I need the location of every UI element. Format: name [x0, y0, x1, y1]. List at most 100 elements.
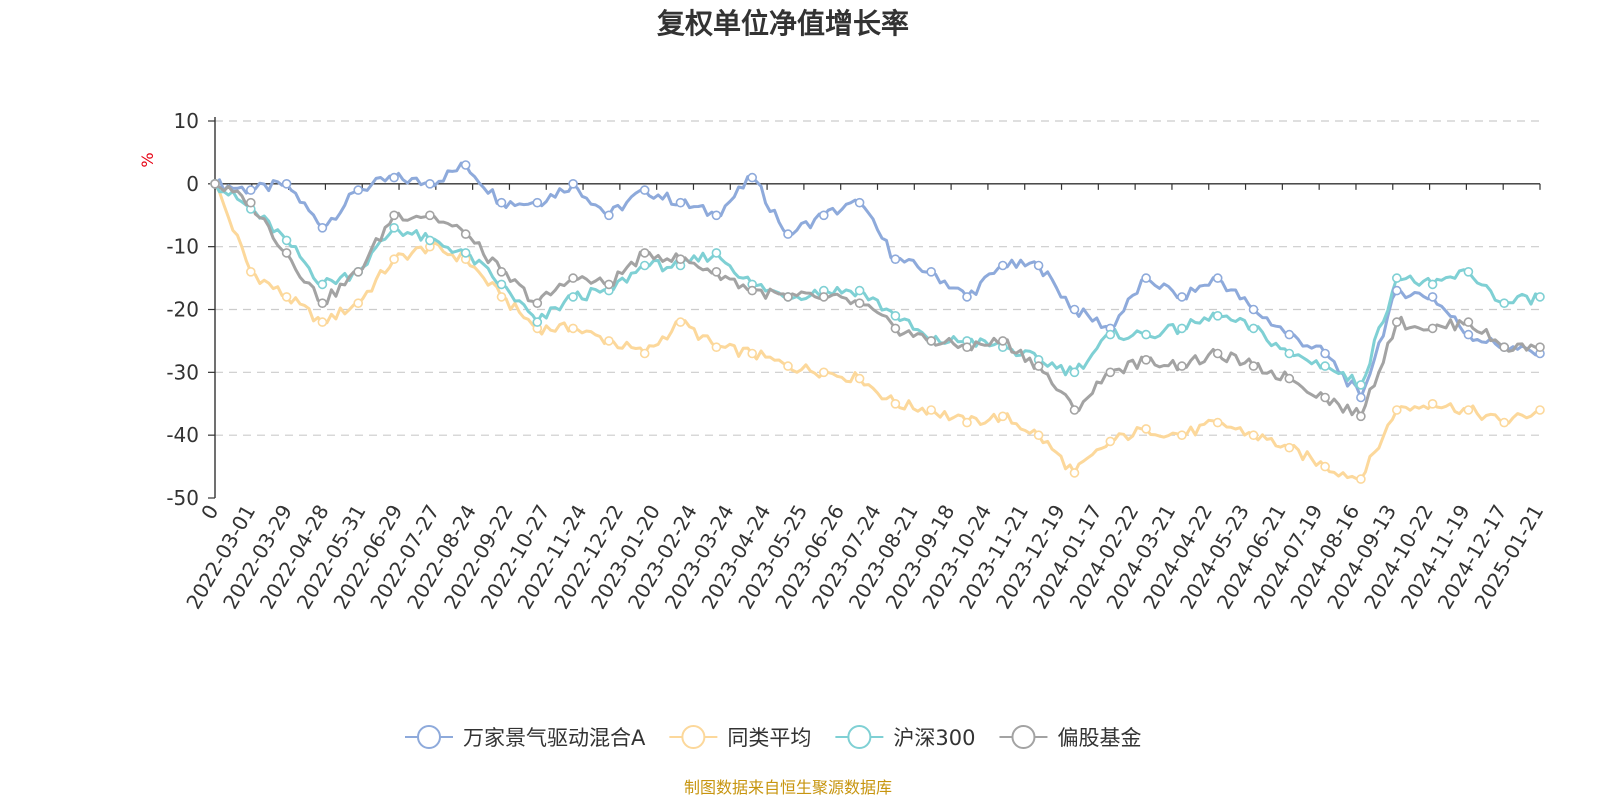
data-point — [496, 266, 507, 277]
data-point — [246, 197, 256, 208]
data-point — [1356, 380, 1366, 390]
data-point — [890, 254, 901, 265]
data-point — [604, 279, 614, 290]
data-point — [1320, 392, 1330, 403]
data-point — [890, 398, 901, 409]
data-point — [818, 292, 829, 302]
data-point — [1069, 304, 1080, 315]
data-point — [1177, 323, 1187, 334]
legend-marker-icon — [847, 725, 872, 749]
data-point — [1284, 348, 1295, 359]
data-point — [926, 336, 937, 346]
data-point — [568, 323, 578, 334]
data-point — [783, 361, 793, 371]
data-point — [1463, 266, 1474, 277]
data-point — [1499, 417, 1509, 428]
data-point — [783, 292, 793, 302]
data-point — [639, 348, 650, 359]
data-point — [1212, 273, 1223, 283]
data-point — [568, 292, 578, 302]
data-point — [1427, 398, 1438, 409]
data-point — [1320, 361, 1330, 371]
data-point — [1248, 430, 1259, 441]
data-point — [1069, 367, 1080, 378]
legend-label: 同类平均 — [727, 726, 811, 750]
data-point — [1535, 342, 1545, 353]
data-point — [1033, 430, 1044, 441]
legend-label: 万家景气驱动混合A — [463, 726, 646, 750]
data-point — [962, 417, 972, 428]
data-point — [1033, 361, 1044, 371]
axes: 100-10-20-30-40-5002022-03-012022-03-292… — [166, 109, 1548, 613]
data-point — [353, 298, 364, 309]
legend-item[interactable]: 同类平均 — [669, 725, 811, 750]
data-point — [281, 235, 292, 246]
data-point — [711, 342, 722, 353]
data-point — [1212, 310, 1223, 321]
data-point — [747, 172, 758, 183]
data-point — [818, 367, 829, 378]
data-point — [890, 310, 901, 321]
series-line — [214, 161, 1541, 399]
data-point — [926, 266, 937, 277]
legend-item[interactable]: 沪深300 — [835, 725, 975, 750]
data-point — [1105, 436, 1116, 447]
data-point — [532, 317, 543, 327]
data-point — [818, 210, 829, 221]
data-point — [1105, 329, 1116, 340]
data-point — [496, 292, 507, 302]
y-tick-label: -30 — [166, 360, 199, 384]
chart-title: 复权单位净值增长率 — [657, 7, 909, 40]
data-point — [962, 342, 972, 353]
data-point — [783, 229, 793, 239]
data-point — [496, 279, 507, 290]
data-point — [604, 210, 614, 221]
data-point — [711, 210, 722, 221]
data-point — [1356, 474, 1366, 484]
grid — [215, 120, 1540, 436]
data-point — [389, 172, 399, 183]
data-point — [317, 279, 328, 290]
data-point — [711, 266, 722, 277]
series-lines — [213, 161, 1541, 481]
data-point — [1141, 329, 1151, 340]
data-point — [1177, 361, 1187, 371]
data-point — [1284, 373, 1295, 384]
data-point — [1463, 329, 1474, 340]
legend-marker-icon — [1011, 725, 1036, 749]
data-point — [711, 248, 722, 258]
data-point — [425, 210, 435, 221]
data-point — [1392, 405, 1402, 415]
data-point — [1105, 367, 1116, 378]
data-point — [1320, 348, 1330, 359]
data-point — [604, 336, 614, 346]
data-point — [854, 197, 865, 208]
data-point — [1535, 292, 1545, 302]
data-point — [1499, 342, 1509, 353]
data-point — [389, 210, 399, 221]
legend-label: 沪深300 — [893, 726, 975, 750]
data-point — [1141, 424, 1151, 434]
data-point — [1499, 298, 1509, 309]
data-point — [1463, 317, 1474, 327]
legend-marker-icon — [417, 725, 441, 749]
data-point — [532, 197, 543, 208]
y-tick-label: 0 — [186, 172, 199, 196]
data-point — [425, 235, 435, 246]
legend-item[interactable]: 万家景气驱动混合A — [405, 725, 646, 750]
data-point — [317, 298, 328, 309]
data-point — [389, 254, 399, 265]
series-line — [213, 183, 1541, 481]
data-point — [1141, 273, 1151, 283]
data-point — [317, 223, 328, 233]
data-point — [1356, 392, 1366, 403]
data-point — [532, 298, 543, 309]
data-point — [854, 298, 865, 309]
data-point — [246, 266, 256, 277]
data-point — [568, 273, 578, 283]
y-tick-label: -10 — [166, 235, 199, 259]
data-point — [675, 317, 686, 327]
legend-item[interactable]: 偏股基金 — [999, 725, 1141, 750]
series-line — [213, 183, 1541, 388]
